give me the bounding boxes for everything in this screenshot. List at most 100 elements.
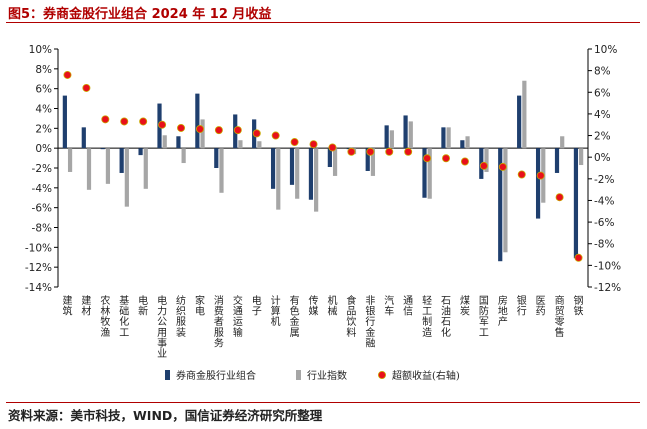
excess-dot bbox=[498, 162, 507, 171]
category-label: 钢铁 bbox=[574, 294, 584, 318]
category-char: 消 bbox=[214, 294, 224, 307]
category-char: 础 bbox=[119, 306, 129, 318]
category-char: 轻 bbox=[422, 294, 432, 307]
index-bar bbox=[143, 148, 148, 189]
category-char: 工 bbox=[422, 307, 432, 318]
excess-dot bbox=[214, 126, 223, 135]
excess-dot bbox=[423, 154, 432, 163]
index-bar bbox=[560, 136, 565, 149]
category-char: 零 bbox=[555, 316, 565, 328]
category-label: 电子 bbox=[252, 294, 262, 318]
category-char: 金 bbox=[365, 326, 375, 339]
category-label: 消费者服务 bbox=[214, 294, 224, 349]
category-char: 电 bbox=[138, 294, 148, 307]
category-char: 通 bbox=[233, 306, 243, 318]
legend-swatch-index bbox=[296, 370, 301, 380]
category-char: 者 bbox=[214, 316, 224, 328]
index-bar bbox=[427, 148, 432, 199]
index-bar bbox=[276, 148, 281, 210]
chart-title: 图5：券商金股行业组合 2024 年 12 月收益 bbox=[8, 7, 272, 22]
category-char: 石 bbox=[441, 317, 451, 328]
category-char: 汽 bbox=[384, 294, 394, 307]
category-char: 房 bbox=[498, 294, 508, 307]
index-bar bbox=[200, 119, 205, 149]
category-char: 贸 bbox=[555, 306, 565, 318]
category-label: 电力公用事业 bbox=[157, 294, 167, 360]
right-tick-label: -12% bbox=[594, 282, 621, 294]
category-char: 石 bbox=[441, 296, 451, 307]
left-tick-label: -8% bbox=[32, 223, 52, 235]
right-tick-label: -2% bbox=[594, 174, 614, 186]
category-char: 食 bbox=[346, 294, 356, 307]
portfolio-bar bbox=[365, 148, 370, 171]
category-char: 建 bbox=[81, 294, 91, 307]
index-bar bbox=[579, 148, 584, 166]
category-char: 钢 bbox=[574, 294, 584, 307]
left-tick-label: 0% bbox=[35, 143, 52, 155]
category-char: 煤 bbox=[460, 294, 470, 307]
excess-dot bbox=[82, 83, 91, 92]
index-bar bbox=[370, 148, 376, 176]
left-tick-label: 10% bbox=[29, 44, 52, 56]
portfolio-bar bbox=[498, 148, 503, 262]
left-tick-label: 2% bbox=[35, 123, 52, 135]
title-rule bbox=[6, 22, 640, 23]
category-char: 非 bbox=[365, 295, 375, 307]
category-char: 造 bbox=[422, 326, 432, 339]
left-tick-label: 6% bbox=[35, 84, 52, 96]
category-char: 电 bbox=[157, 294, 167, 307]
category-char: 业 bbox=[157, 348, 167, 360]
index-bar bbox=[295, 148, 300, 199]
legend-label-portfolio: 券商金股行业组合 bbox=[176, 369, 256, 382]
category-label: 机械 bbox=[327, 294, 337, 318]
portfolio-bar bbox=[214, 148, 219, 168]
category-label: 家电 bbox=[195, 294, 205, 318]
category-char: 化 bbox=[441, 326, 451, 339]
index-bar bbox=[162, 135, 167, 149]
category-char: 色 bbox=[290, 305, 300, 318]
index-bar bbox=[446, 127, 451, 149]
category-label: 煤炭 bbox=[460, 294, 470, 318]
right-tick-label: -8% bbox=[594, 239, 614, 251]
category-char: 筑 bbox=[62, 305, 72, 318]
category-char: 制 bbox=[422, 315, 432, 328]
category-char: 力 bbox=[157, 305, 167, 318]
category-label: 通信 bbox=[403, 295, 413, 318]
index-bar bbox=[105, 148, 111, 184]
category-char: 国 bbox=[479, 295, 489, 307]
excess-dot bbox=[479, 161, 488, 170]
category-char: 运 bbox=[233, 316, 243, 328]
excess-dot bbox=[366, 147, 375, 156]
category-char: 用 bbox=[157, 328, 167, 339]
category-char: 纺 bbox=[176, 294, 186, 307]
portfolio-bar bbox=[100, 148, 105, 150]
right-tick-label: 4% bbox=[594, 109, 611, 121]
category-label: 农林牧渔 bbox=[100, 294, 110, 339]
right-tick-label: 6% bbox=[594, 87, 611, 99]
category-char: 饮 bbox=[346, 315, 356, 328]
index-bar bbox=[181, 148, 186, 164]
index-bar bbox=[314, 148, 319, 212]
portfolio-bar bbox=[384, 125, 389, 149]
excess-dot bbox=[158, 120, 167, 129]
portfolio-bar bbox=[535, 148, 541, 219]
legend-label-index: 行业指数 bbox=[307, 369, 347, 382]
category-char: 计 bbox=[271, 294, 281, 307]
left-tick-label: -12% bbox=[25, 262, 52, 274]
portfolio-bar bbox=[138, 148, 143, 156]
source-note: 资料来源：美市科技，WIND，国信证券经济研究所整理 bbox=[8, 408, 323, 423]
category-char: 金 bbox=[290, 315, 300, 328]
category-char: 工 bbox=[119, 328, 129, 339]
excess-dot bbox=[120, 117, 129, 126]
legend-swatch-portfolio bbox=[165, 370, 170, 380]
category-char: 新 bbox=[138, 305, 148, 318]
portfolio-bar bbox=[403, 115, 408, 149]
excess-dot bbox=[309, 140, 318, 149]
excess-dot bbox=[177, 123, 186, 132]
category-label: 房地产 bbox=[498, 294, 508, 328]
category-char: 油 bbox=[441, 305, 451, 318]
source-rule bbox=[6, 402, 640, 403]
category-label: 食品饮料 bbox=[346, 294, 356, 339]
category-char: 林 bbox=[100, 305, 110, 318]
category-char: 工 bbox=[479, 328, 489, 339]
